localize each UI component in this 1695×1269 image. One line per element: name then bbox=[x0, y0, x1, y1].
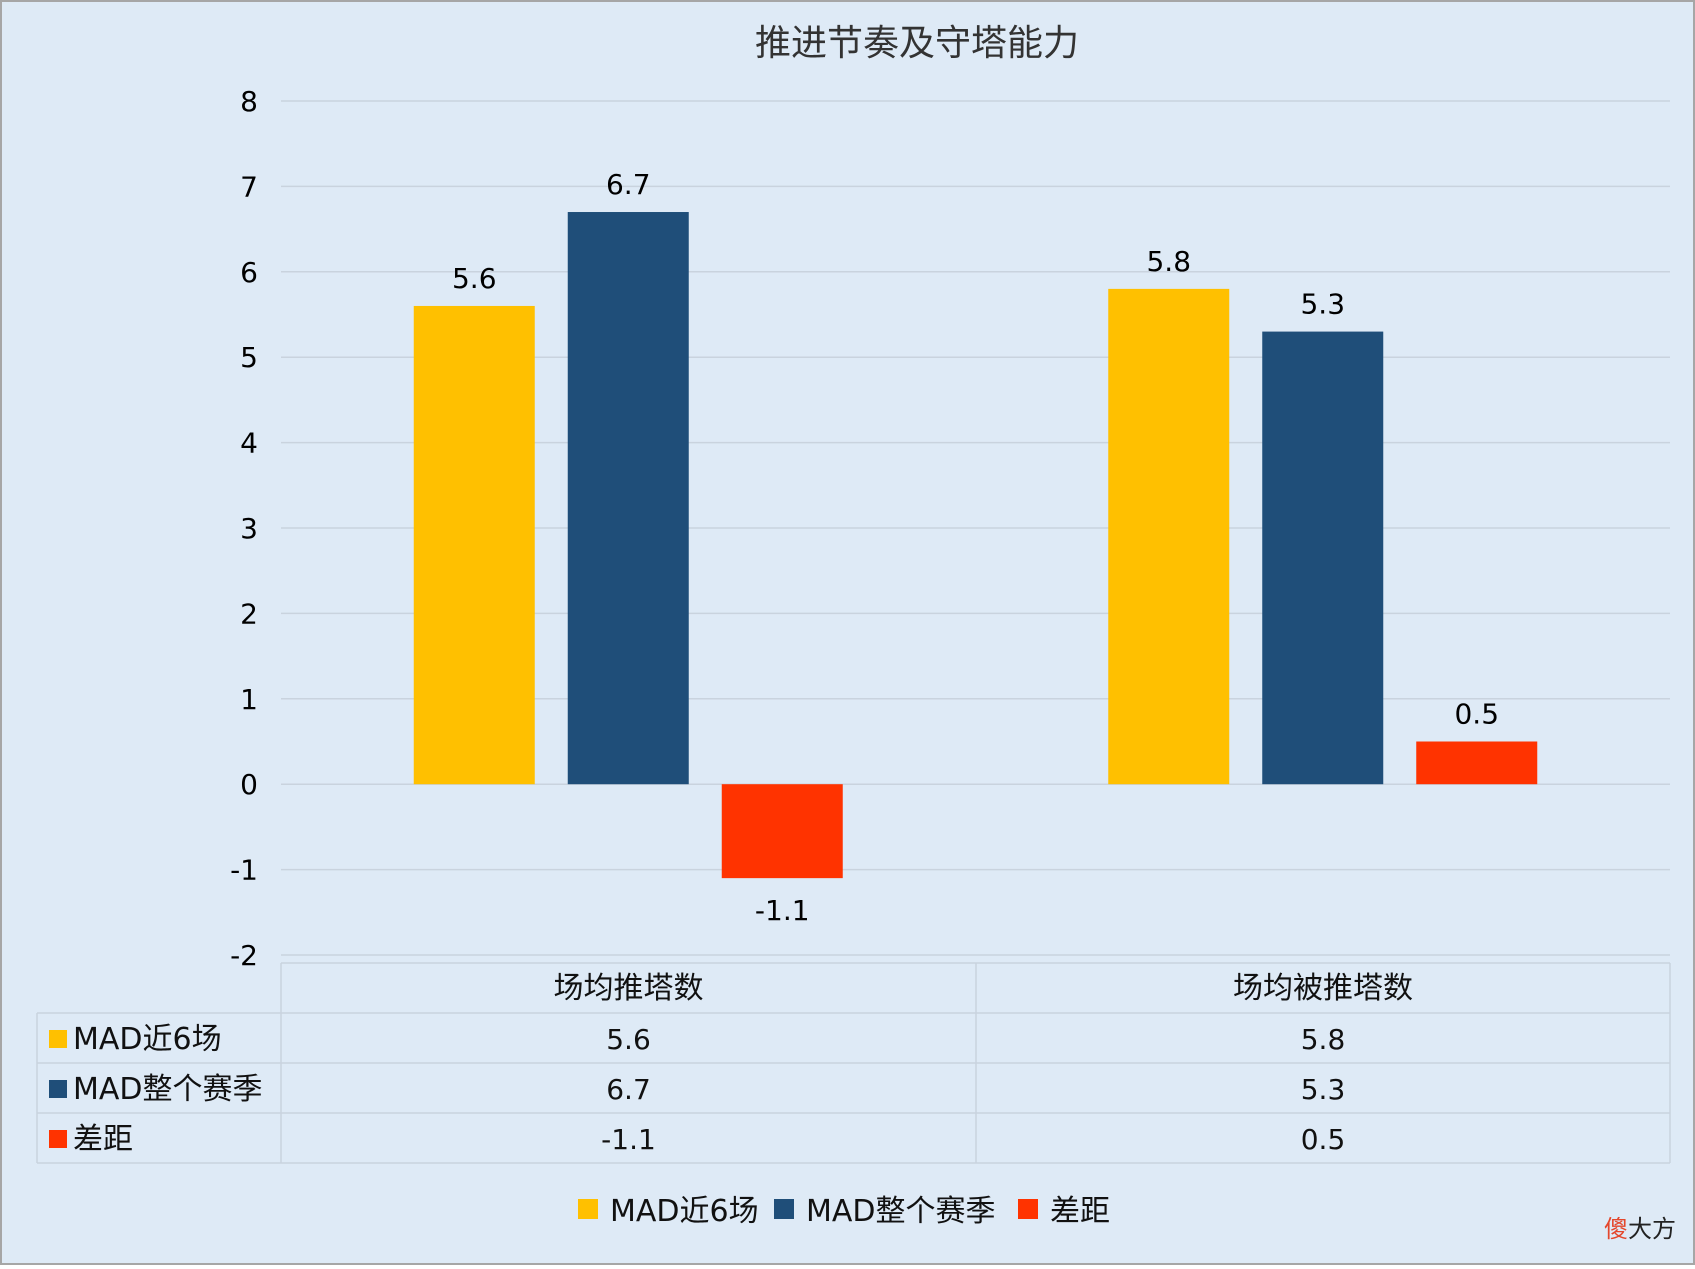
bar bbox=[1262, 331, 1384, 785]
gridlines bbox=[281, 100, 1670, 956]
y-tick-label: 3 bbox=[240, 512, 258, 545]
legend-label: 差距 bbox=[1050, 1194, 1110, 1229]
table-cell: 0.5 bbox=[1301, 1123, 1346, 1156]
y-tick-label: 2 bbox=[240, 597, 258, 630]
y-tick-label: 6 bbox=[240, 256, 258, 289]
watermark-rest: 大方 bbox=[1628, 1215, 1676, 1243]
y-tick-label: 0 bbox=[240, 768, 258, 801]
table-row-label: 差距 bbox=[73, 1122, 133, 1157]
table-cell: 5.3 bbox=[1301, 1073, 1346, 1106]
table-row-label: MAD整个赛季 bbox=[73, 1072, 263, 1107]
bars bbox=[413, 212, 1538, 879]
y-tick-label: -2 bbox=[230, 939, 258, 972]
data-label: -1.1 bbox=[755, 894, 810, 927]
bar bbox=[1108, 288, 1230, 785]
data-label: 5.8 bbox=[1146, 245, 1191, 278]
svg-text:傻大方: 傻大方 bbox=[1604, 1215, 1676, 1243]
bar bbox=[1416, 741, 1538, 785]
y-tick-label: 5 bbox=[240, 341, 258, 374]
data-label: 0.5 bbox=[1454, 698, 1499, 731]
watermark-char1: 傻 bbox=[1604, 1215, 1628, 1243]
table-header-cell: 场均推塔数 bbox=[554, 971, 704, 1006]
bar bbox=[721, 784, 843, 879]
y-tick-label: 1 bbox=[240, 683, 258, 716]
data-label: 5.3 bbox=[1300, 288, 1345, 321]
y-tick-label: 8 bbox=[240, 85, 258, 118]
data-label: 6.7 bbox=[606, 168, 651, 201]
legend-key bbox=[774, 1199, 794, 1219]
y-tick-label: -1 bbox=[230, 854, 258, 887]
watermark: 傻大方 bbox=[1604, 1215, 1676, 1243]
bar bbox=[413, 305, 535, 785]
y-axis-tick-labels: 8 7 6 5 4 3 2 1 0 -1 -2 bbox=[230, 85, 258, 972]
table-row-label: MAD近6场 bbox=[73, 1022, 222, 1057]
legend-label: MAD整个赛季 bbox=[806, 1194, 996, 1229]
table-header-cell: 场均被推塔数 bbox=[1233, 971, 1413, 1006]
table-legend-key bbox=[49, 1080, 67, 1098]
table-legend-key bbox=[49, 1030, 67, 1048]
legend-key bbox=[578, 1199, 598, 1219]
table-cell: 5.6 bbox=[606, 1023, 651, 1056]
data-label: 5.6 bbox=[452, 262, 497, 295]
chart-title: 推进节奏及守塔能力 bbox=[755, 23, 1079, 64]
table-cell: 5.8 bbox=[1301, 1023, 1346, 1056]
table-legend-key bbox=[49, 1130, 67, 1148]
table-cell: -1.1 bbox=[601, 1123, 656, 1156]
y-tick-label: 7 bbox=[240, 170, 258, 203]
table-cell: 6.7 bbox=[606, 1073, 651, 1106]
data-labels: 5.6 5.8 6.7 5.3 -1.1 0.5 bbox=[452, 168, 1499, 927]
y-tick-label: 4 bbox=[240, 427, 258, 460]
legend: MAD近6场 MAD整个赛季 差距 bbox=[578, 1194, 1110, 1229]
bar bbox=[567, 212, 689, 785]
legend-label: MAD近6场 bbox=[610, 1194, 759, 1229]
data-table: 场均推塔数 场均被推塔数 MAD近6场 5.6 5.8 MAD整个赛季 6.7 5.3 差距 -1… bbox=[36, 962, 1671, 1164]
legend-key bbox=[1018, 1199, 1038, 1219]
